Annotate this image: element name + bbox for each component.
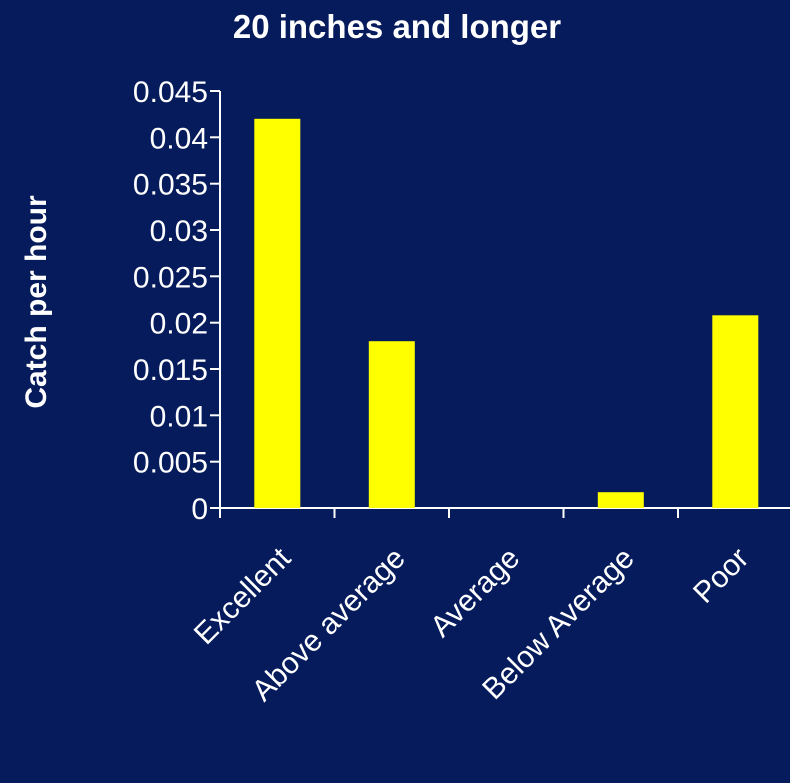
y-tick-label: 0.035 xyxy=(133,169,208,202)
bars-group xyxy=(254,118,759,509)
x-category-label: Average xyxy=(424,542,526,644)
y-tick-label: 0 xyxy=(191,493,208,526)
y-tick-label: 0.015 xyxy=(133,354,208,387)
x-category-label: Excellent xyxy=(188,541,298,651)
x-category-label: Poor xyxy=(687,542,755,610)
chart-title: 20 inches and longer xyxy=(233,8,561,45)
y-tick-label: 0.045 xyxy=(133,76,208,109)
y-ticks-group: 0 0.005 0.01 0.015 0.02 0.025 0.03 0.035 0.04 0.0… xyxy=(133,76,220,526)
y-axis-label: Catch per hour xyxy=(20,195,53,409)
bar-excellent xyxy=(254,118,301,509)
bar-poor xyxy=(712,315,759,508)
y-tick-label: 0.02 xyxy=(150,308,208,341)
y-tick-label: 0.01 xyxy=(150,400,208,433)
y-tick-label: 0.005 xyxy=(133,447,208,480)
y-tick-label: 0.04 xyxy=(150,122,208,155)
y-tick-label: 0.03 xyxy=(150,215,208,248)
bar-below-average xyxy=(597,492,644,508)
bar-above-average xyxy=(368,341,415,508)
y-tick-label: 0.025 xyxy=(133,261,208,294)
